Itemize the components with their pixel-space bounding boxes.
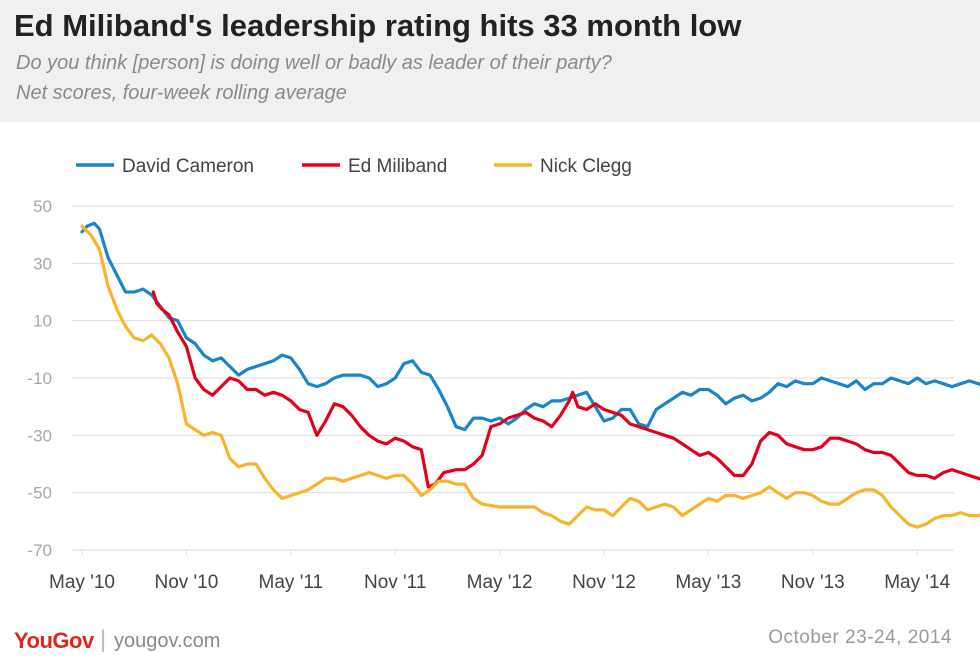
footer-url: yougov.com	[114, 630, 221, 652]
y-tick-label: -50	[27, 484, 52, 503]
x-tick-label: May '12	[467, 572, 533, 593]
series-line-nick-clegg	[80, 224, 980, 529]
x-tick-label: May '11	[259, 572, 324, 593]
x-tick-label: Nov '10	[154, 572, 218, 593]
legend-label: David Cameron	[122, 156, 254, 177]
x-tick-label: Nov '13	[781, 572, 845, 593]
y-tick-label: 50	[33, 197, 52, 216]
x-tick-label: May '10	[49, 572, 115, 593]
y-tick-label: -30	[27, 426, 52, 445]
y-tick-label: 10	[33, 312, 52, 331]
y-axis: 50 30 10 -10 -30 -50 -70	[27, 197, 52, 560]
chart-series	[80, 221, 980, 529]
series-line-ed-miliband	[151, 290, 980, 489]
x-tick-label: May '14	[884, 572, 950, 593]
legend-label: Nick Clegg	[540, 156, 632, 177]
chart-legend: David Cameron Ed Miliband Nick Clegg	[76, 156, 632, 177]
y-tick-label: -70	[27, 541, 52, 560]
x-axis: May '10 Nov '10 May '11 Nov '11 May '12 Nov '…	[49, 550, 951, 593]
chart-subtitle-method: Net scores, four-week rolling average	[16, 82, 347, 104]
chart-title: Ed Miliband's leadership rating hits 33 …	[14, 8, 742, 43]
chart-subtitle-question: Do you think [person] is doing well or b…	[16, 52, 612, 74]
y-tick-label: 30	[33, 254, 52, 273]
x-tick-label: May '13	[675, 572, 741, 593]
yougov-logo: YouGov	[14, 628, 94, 653]
survey-date: October 23-24, 2014	[768, 627, 952, 648]
chart-header: Ed Miliband's leadership rating hits 33 …	[0, 0, 980, 122]
y-tick-label: -10	[27, 369, 52, 388]
x-tick-label: Nov '11	[364, 572, 426, 593]
footer-separator: |	[100, 626, 107, 653]
series-line-david-cameron	[80, 221, 980, 432]
line-chart: David Cameron Ed Miliband Nick Clegg 50 30 1…	[27, 156, 980, 593]
x-tick-label: Nov '12	[572, 572, 636, 593]
legend-label: Ed Miliband	[348, 156, 447, 177]
